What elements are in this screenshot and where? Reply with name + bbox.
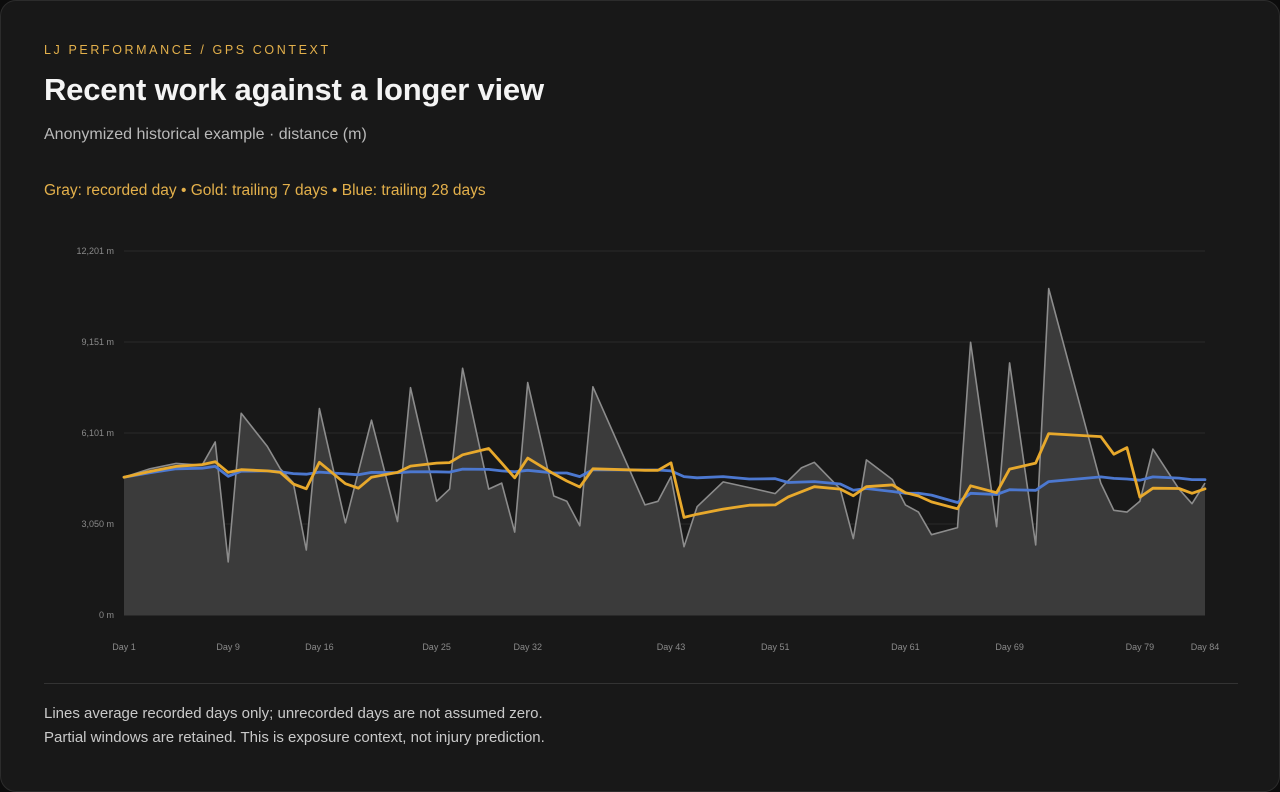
- y-tick-label: 0 m: [99, 610, 114, 620]
- eyebrow-label: LJ PERFORMANCE / GPS CONTEXT: [44, 43, 331, 57]
- x-tick-label: Day 51: [761, 642, 790, 652]
- x-tick-label: Day 25: [422, 642, 451, 652]
- distance-chart: 0 m 3,050 m 6,101 m 9,151 m 12,201 m Day 1 Day…: [76, 246, 1220, 652]
- page-title: Recent work against a longer view: [44, 72, 544, 107]
- divider: [44, 683, 1238, 684]
- y-tick-label: 12,201 m: [76, 246, 114, 256]
- y-tick-label: 6,101 m: [81, 428, 114, 438]
- x-tick-label: Day 43: [657, 642, 686, 652]
- y-tick-label: 3,050 m: [81, 519, 114, 529]
- footnote-averaging: Lines average recorded days only; unreco…: [44, 705, 543, 722]
- recorded-area: [124, 288, 1205, 615]
- x-tick-label: Day 79: [1126, 642, 1155, 652]
- x-tick-label: Day 69: [995, 642, 1024, 652]
- x-tick-label: Day 9: [216, 642, 240, 652]
- x-tick-label: Day 16: [305, 642, 334, 652]
- x-tick-label: Day 61: [891, 642, 920, 652]
- recorded-day-line: [123, 287, 1206, 563]
- trailing-7-day-line: [122, 432, 1207, 519]
- y-tick-label: 9,151 m: [81, 337, 114, 347]
- x-tick-label: Day 1: [112, 642, 136, 652]
- legend-text: Gray: recorded day • Gold: trailing 7 da…: [44, 182, 486, 199]
- subtitle: Anonymized historical example · distance…: [44, 126, 367, 143]
- x-tick-label: Day 32: [513, 642, 542, 652]
- footnote-context: Partial windows are retained. This is ex…: [44, 729, 545, 746]
- x-tick-label: Day 84: [1191, 642, 1220, 652]
